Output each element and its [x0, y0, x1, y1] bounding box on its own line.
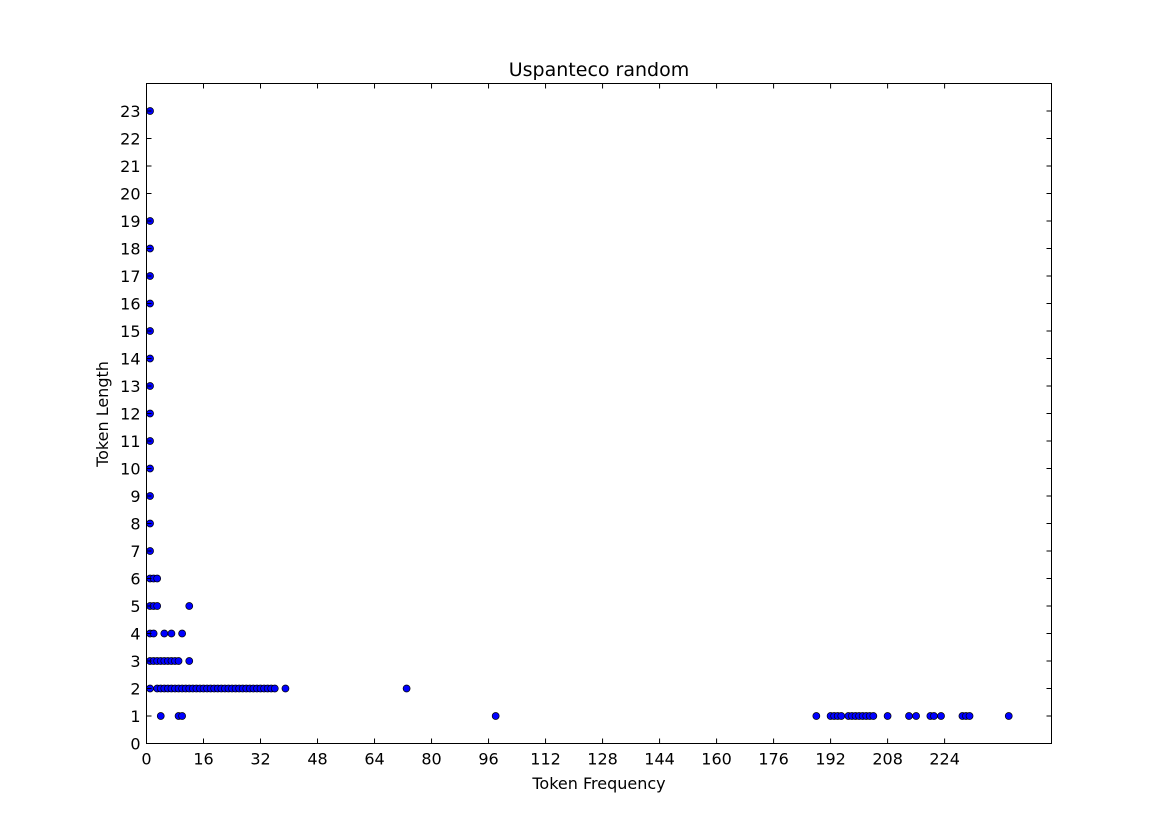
data-point: [185, 657, 194, 665]
y-tick-label: 10: [120, 460, 140, 479]
x-tick-label: 160: [701, 750, 732, 769]
x-tick-label: 112: [530, 750, 561, 769]
data-point: [174, 657, 183, 665]
data-point: [178, 712, 186, 720]
x-tick-label: 0: [141, 750, 151, 769]
y-tick-label: 21: [120, 157, 140, 176]
data-point: [912, 712, 920, 720]
y-tick-label: 12: [120, 405, 140, 424]
y-tick-label: 7: [130, 542, 140, 561]
y-tick-label: 20: [120, 185, 140, 204]
y-tick-label: 19: [120, 212, 140, 231]
x-tick-label: 224: [929, 750, 960, 769]
x-tick-label: 176: [758, 750, 789, 769]
y-tick-label: 23: [120, 102, 140, 121]
x-axis-label: Token Frequency: [531, 774, 665, 793]
x-tick-label: 144: [644, 750, 675, 769]
y-tick-label: 4: [130, 625, 140, 644]
y-tick-label: 17: [120, 267, 140, 286]
x-tick-label: 32: [250, 750, 270, 769]
y-tick-label: 3: [130, 652, 140, 671]
y-tick-label: 18: [120, 240, 140, 259]
data-point: [160, 629, 169, 638]
y-tick-label: 22: [120, 130, 140, 149]
y-tick-label: 5: [130, 597, 140, 616]
data-point: [812, 712, 821, 720]
data-point: [937, 712, 945, 720]
y-tick-label: 11: [120, 432, 140, 451]
y-tick-label: 2: [130, 680, 140, 699]
data-point: [402, 684, 411, 693]
plot-area-frame: [146, 83, 1052, 744]
y-tick-label: 15: [120, 322, 140, 341]
data-point: [270, 684, 279, 693]
axis-ticks-layer: 0 16 32 48 64 80 96 112 128 144 160 176 192 208 224012…: [120, 83, 1052, 769]
data-point: [153, 574, 162, 583]
x-tick-label: 16: [193, 750, 213, 769]
chart-title: Uspanteco random: [509, 59, 690, 81]
data-point: [883, 712, 892, 720]
data-point: [965, 712, 974, 720]
data-point: [1004, 712, 1013, 720]
y-tick-label: 1: [130, 707, 140, 726]
y-tick-label: 16: [120, 295, 140, 314]
data-point: [178, 629, 186, 638]
x-tick-label: 48: [307, 750, 327, 769]
y-tick-label: 14: [120, 350, 140, 369]
y-tick-label: 0: [130, 735, 140, 754]
data-point: [281, 684, 290, 693]
x-tick-label: 208: [872, 750, 903, 769]
y-tick-label: 8: [130, 515, 140, 534]
y-axis-label: Token Length: [93, 361, 112, 468]
data-point: [185, 602, 194, 610]
data-point: [930, 712, 938, 720]
y-tick-label: 13: [120, 377, 140, 396]
data-point: [869, 712, 878, 720]
x-tick-label: 192: [815, 750, 846, 769]
y-tick-label: 9: [130, 487, 140, 506]
x-tick-label: 64: [364, 750, 384, 769]
x-tick-label: 128: [587, 750, 618, 769]
x-tick-label: 80: [421, 750, 441, 769]
data-point: [167, 629, 176, 638]
data-point: [153, 602, 162, 610]
data-point: [491, 712, 500, 720]
x-tick-label: 96: [478, 750, 498, 769]
data-point: [837, 712, 846, 720]
data-point: [905, 712, 913, 720]
y-tick-label: 6: [130, 570, 140, 589]
data-point: [156, 712, 165, 720]
